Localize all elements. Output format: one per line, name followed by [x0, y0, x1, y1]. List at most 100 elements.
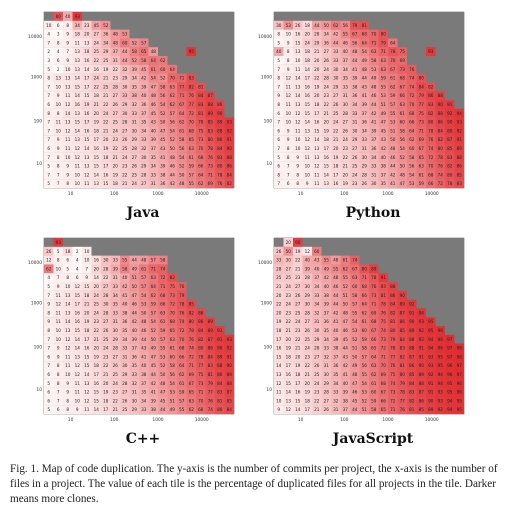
heatmap-tile-cell	[350, 246, 360, 256]
heatmap-tile: 12	[302, 246, 313, 256]
heatmap-tile-cell	[293, 126, 303, 136]
heatmap-tile-cell	[120, 47, 130, 57]
heatmap-tile-label: 95	[189, 49, 195, 54]
heatmap-tile-cell	[435, 299, 446, 309]
heatmap-tile-cell	[445, 352, 455, 362]
heatmap-tile-label: 44	[314, 23, 320, 28]
heatmap-tile: 70	[369, 29, 379, 39]
heatmap-tile	[388, 29, 398, 39]
heatmap-tile-label: 14	[65, 111, 71, 116]
heatmap-tile: 14	[63, 299, 73, 309]
heatmap-tile-label: 50	[160, 372, 166, 377]
heatmap-tile: 48	[177, 179, 187, 189]
y-tick-label: 10000	[258, 34, 272, 40]
heatmap-tile-label: 13	[65, 310, 71, 315]
heatmap-tile-label: 23	[305, 354, 311, 359]
heatmap-tile-label: 73	[400, 67, 406, 72]
heatmap-tile: 42	[369, 108, 379, 118]
heatmap-tile-cell	[388, 117, 398, 127]
heatmap-tile: 50	[340, 299, 351, 309]
heatmap-tile: 77	[388, 352, 398, 362]
heatmap-tile-label: 23	[295, 328, 301, 333]
heatmap-tile	[177, 264, 187, 274]
heatmap-tile: 7	[53, 387, 64, 397]
heatmap-tile-cell	[177, 135, 187, 145]
heatmap-tile: 7	[53, 273, 64, 283]
heatmap-tile-cell	[82, 246, 92, 256]
heatmap-tile-cell	[129, 56, 140, 65]
heatmap-tile-label: 41	[343, 372, 349, 377]
heatmap-tile-label: 54	[151, 76, 157, 81]
heatmap-tile: 9	[72, 405, 83, 415]
heatmap-tile-cell	[407, 56, 417, 65]
heatmap-tile-label: 10	[286, 111, 292, 116]
heatmap-tile: 29	[302, 290, 313, 300]
heatmap-tile: 67	[177, 100, 187, 109]
heatmap-tile: 54	[407, 170, 417, 180]
heatmap-tile: 72	[388, 396, 398, 406]
heatmap-tile: 84	[397, 334, 408, 344]
heatmap-tile: 21	[101, 73, 111, 83]
heatmap-tile-cell	[369, 56, 379, 65]
heatmap-tile-label: 50	[390, 137, 396, 142]
heatmap-tile: 13	[72, 64, 83, 74]
heatmap-tile: 67	[186, 378, 197, 388]
heatmap-tile-cell	[321, 255, 332, 265]
heatmap-tile: 86	[388, 290, 398, 300]
heatmap-tile	[186, 238, 197, 247]
heatmap-tile: 22	[101, 361, 111, 371]
heatmap-tile-cell	[426, 255, 436, 265]
heatmap-tile: 44	[331, 38, 341, 48]
heatmap-tile-label: 85	[189, 302, 195, 307]
heatmap-tile: 10	[274, 396, 284, 406]
heatmap-tile: 22	[331, 126, 341, 136]
heatmap-tile	[148, 238, 159, 247]
heatmap-tile: 83	[397, 343, 408, 353]
heatmap-tile-cell	[378, 334, 389, 344]
heatmap-tile-cell	[148, 370, 159, 379]
heatmap-tile: 9	[44, 317, 54, 327]
heatmap-tile-label: 84	[409, 381, 415, 386]
heatmap-tile: 86	[215, 100, 225, 109]
heatmap-tile-label: 56	[343, 23, 349, 28]
heatmap-tile-cell	[350, 290, 360, 300]
heatmap-tile-cell	[359, 326, 370, 335]
heatmap-tile	[454, 255, 465, 265]
heatmap-tile: 42	[331, 308, 341, 318]
heatmap-tile-cell	[196, 290, 206, 300]
heatmap-tile-label: 68	[160, 293, 166, 298]
heatmap-tile: 5	[274, 152, 284, 162]
heatmap-tile-label: 57	[362, 354, 368, 359]
heatmap-tile: 25	[331, 108, 341, 118]
heatmap-tile: 40	[321, 282, 332, 291]
heatmap-tile-cell	[91, 144, 102, 153]
heatmap-tile: 42	[378, 144, 389, 153]
heatmap-tile-label: 26	[324, 58, 330, 63]
heatmap-tile-label: 74	[438, 172, 444, 177]
heatmap-tile-cell	[120, 273, 130, 283]
heatmap-tile-label: 27	[113, 354, 119, 359]
heatmap-tile-label: 24	[295, 319, 301, 324]
heatmap-tile: 48	[139, 255, 149, 265]
heatmap-tile: 57	[139, 282, 149, 291]
heatmap-tile-label: 16	[94, 258, 100, 263]
heatmap-tile	[215, 56, 225, 65]
heatmap-tile	[331, 246, 341, 256]
heatmap-tile-label: 61	[343, 258, 349, 263]
heatmap-tile	[416, 47, 427, 57]
heatmap-tile	[397, 264, 408, 274]
heatmap-tile-cell	[205, 378, 216, 388]
heatmap-tile: 84	[196, 326, 206, 335]
heatmap-tile: 44	[167, 170, 178, 180]
heatmap-tile-cell	[302, 100, 313, 109]
heatmap-tile-cell	[321, 20, 332, 30]
heatmap-tile-label: 40	[276, 49, 282, 54]
heatmap-tile: 88	[435, 91, 446, 101]
heatmap-tile: 93	[426, 352, 436, 362]
heatmap-tile: 9	[53, 135, 64, 145]
heatmap-tile-label: 15	[75, 293, 81, 298]
heatmap-tile-label: 50	[141, 310, 147, 315]
heatmap-tile-cell	[196, 282, 206, 291]
heatmap-tile-cell	[397, 117, 408, 127]
heatmap-tile: 58	[407, 152, 417, 162]
